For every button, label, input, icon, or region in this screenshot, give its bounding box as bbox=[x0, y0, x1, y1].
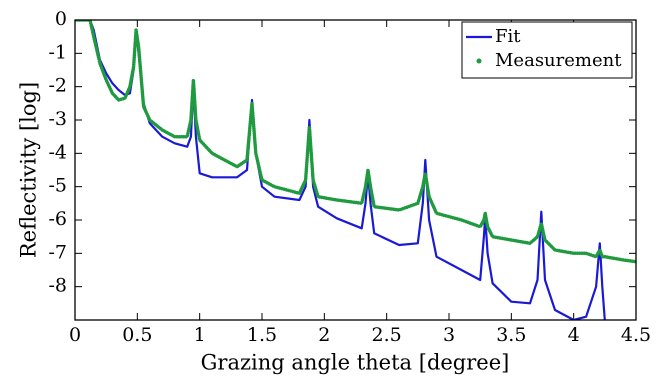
x-tick-label: 0.5 bbox=[122, 324, 152, 346]
x-tick-label: 1.5 bbox=[247, 324, 277, 346]
y-tick-label: -2 bbox=[48, 75, 67, 97]
legend-box bbox=[461, 21, 633, 79]
x-tick-label: 4.5 bbox=[621, 324, 651, 346]
x-tick-label: 3.5 bbox=[496, 324, 526, 346]
plot-frame bbox=[74, 19, 637, 321]
legend-label: Measurement bbox=[495, 50, 622, 71]
x-tick-label: 4 bbox=[568, 324, 580, 346]
y-tick-label: 0 bbox=[55, 8, 67, 30]
y-tick-label: -5 bbox=[48, 175, 67, 197]
y-tick-label: -6 bbox=[48, 208, 67, 230]
series-line bbox=[75, 20, 636, 264]
y-tick-label: -3 bbox=[48, 108, 67, 130]
y-tick-label: -4 bbox=[48, 141, 67, 163]
x-tick-label: 0 bbox=[69, 324, 81, 346]
y-tick-label: -7 bbox=[48, 241, 67, 263]
x-tick-label: 1 bbox=[194, 324, 206, 346]
x-tick-label: 3 bbox=[443, 324, 455, 346]
y-axis-label: Reflectivity [log] bbox=[17, 82, 41, 258]
y-tick-label: -8 bbox=[48, 275, 67, 297]
legend-swatch bbox=[476, 58, 482, 64]
legend-label: Fit bbox=[495, 26, 521, 47]
x-tick-label: 2 bbox=[318, 324, 330, 346]
x-axis-label: Grazing angle theta [degree] bbox=[201, 351, 510, 375]
x-tick-label: 2.5 bbox=[372, 324, 402, 346]
y-tick-label: -1 bbox=[48, 41, 67, 63]
